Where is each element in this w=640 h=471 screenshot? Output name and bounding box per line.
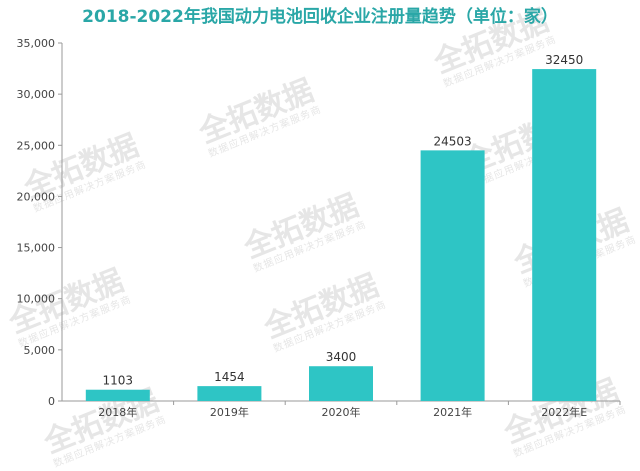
bar: [85, 389, 150, 401]
bar: [197, 386, 262, 401]
y-tick-label: 30,000: [17, 88, 56, 101]
y-tick-label: 25,000: [17, 139, 56, 152]
bar-value-label: 32450: [545, 53, 583, 67]
bar-value-label: 24503: [434, 134, 472, 148]
bar-value-label: 1103: [103, 374, 134, 388]
y-tick-label: 5,000: [24, 344, 56, 357]
chart-title: 2018-2022年我国动力电池回收企业注册量趋势（单位：家）: [82, 7, 558, 27]
bar-chart: 0 5,000 10,000 15,000 20,000 25,000 30,000 35,0…: [17, 37, 621, 419]
y-tick-label: 0: [48, 395, 55, 408]
bar-value-label: 3400: [326, 350, 357, 364]
y-tick-label: 35,000: [17, 37, 56, 50]
x-tick-label: 2018年: [98, 405, 137, 419]
x-tick-label: 2019年: [210, 405, 249, 419]
x-tick-label: 2020年: [322, 405, 361, 419]
y-tick-label: 20,000: [17, 190, 56, 203]
x-tick-label: 2022年E: [541, 405, 587, 419]
bar: [309, 366, 373, 401]
bar: [420, 150, 485, 401]
x-tick-label: 2021年: [433, 405, 472, 419]
y-tick-label: 10,000: [17, 293, 56, 306]
y-tick-label: 15,000: [17, 242, 56, 255]
bar-value-label: 1454: [214, 370, 245, 384]
bar: [532, 69, 597, 401]
